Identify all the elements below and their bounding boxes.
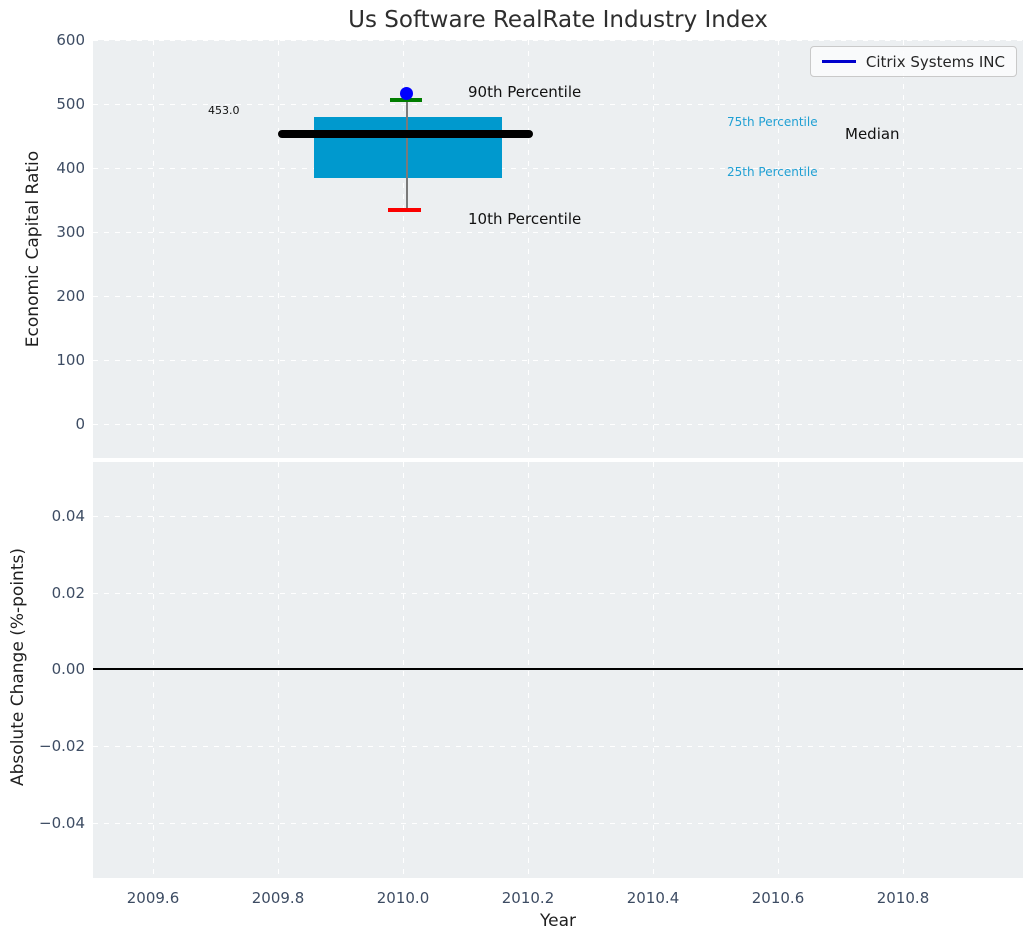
ytick-bot-002: 0.02: [51, 584, 85, 602]
gridline-v: [903, 40, 905, 458]
xtick-2009-8: 2009.8: [251, 889, 305, 907]
gridline-h: [93, 823, 1023, 825]
gridline-v: [528, 462, 530, 878]
gridline-h: [93, 593, 1023, 595]
legend-line-icon: [821, 60, 856, 63]
gridline-v: [653, 462, 655, 878]
ytick-top-0: 0: [75, 415, 85, 433]
ytick-bot-m004: −0.04: [39, 814, 85, 832]
x-axis-label: Year: [540, 911, 576, 931]
gridline-h: [93, 40, 1023, 42]
ytick-top-100: 100: [56, 351, 85, 369]
gridline-v: [403, 40, 405, 458]
annotation-median-value: 453.0: [208, 104, 240, 117]
xtick-2009-6: 2009.6: [126, 889, 180, 907]
ytick-top-600: 600: [56, 31, 85, 49]
gridline-v: [153, 462, 155, 878]
ytick-bot-m002: −0.02: [39, 737, 85, 755]
xtick-2010-8: 2010.8: [876, 889, 930, 907]
gridline-h: [93, 168, 1023, 170]
gridline-h: [93, 296, 1023, 298]
legend-label: Citrix Systems INC: [865, 52, 1005, 71]
iqr-box: [314, 117, 502, 178]
p10-tick-mark: [388, 208, 421, 212]
ytick-top-200: 200: [56, 287, 85, 305]
gridline-v: [278, 462, 280, 878]
plot-area-bottom: [93, 462, 1023, 878]
gridline-v: [653, 40, 655, 458]
gridline-v: [528, 40, 530, 458]
legend: Citrix Systems INC: [809, 46, 1017, 77]
xtick-2010-4: 2010.4: [626, 889, 680, 907]
xtick-2010-2: 2010.2: [501, 889, 555, 907]
ytick-bot-004: 0.04: [51, 507, 85, 525]
gridline-v: [153, 40, 155, 458]
xtick-2010-6: 2010.6: [751, 889, 805, 907]
p90-tick-mark: [390, 98, 422, 102]
whisker-line: [406, 100, 408, 211]
gridline-h: [93, 746, 1023, 748]
gridline-v: [903, 462, 905, 878]
xtick-2010-0: 2010.0: [376, 889, 430, 907]
gridline-v: [778, 462, 780, 878]
annotation-10th-percentile: 10th Percentile: [468, 210, 582, 228]
chart-title: Us Software RealRate Industry Index: [348, 7, 768, 33]
gridline-v: [403, 462, 405, 878]
gridline-h: [93, 360, 1023, 362]
y-axis-label-top: Economic Capital Ratio: [23, 150, 43, 348]
annotation-25th-percentile: 25th Percentile: [727, 165, 818, 179]
median-line: [278, 130, 533, 138]
gridline-h: [93, 424, 1023, 426]
company-point-marker: [400, 87, 413, 100]
ytick-top-500: 500: [56, 95, 85, 113]
annotation-90th-percentile: 90th Percentile: [468, 83, 582, 101]
zero-line: [93, 668, 1023, 670]
ytick-bot-000: 0.00: [51, 660, 85, 678]
gridline-h: [93, 232, 1023, 234]
y-axis-label-bottom: Absolute Change (%-points): [8, 548, 28, 786]
annotation-75th-percentile: 75th Percentile: [727, 115, 818, 129]
ytick-top-300: 300: [56, 223, 85, 241]
gridline-h: [93, 104, 1023, 106]
gridline-h: [93, 516, 1023, 518]
gridline-v: [778, 40, 780, 458]
annotation-median: Median: [845, 125, 900, 143]
gridline-v: [278, 40, 280, 458]
ytick-top-400: 400: [56, 159, 85, 177]
plot-area-top: 90th Percentile 10th Percentile 75th Per…: [93, 40, 1023, 458]
